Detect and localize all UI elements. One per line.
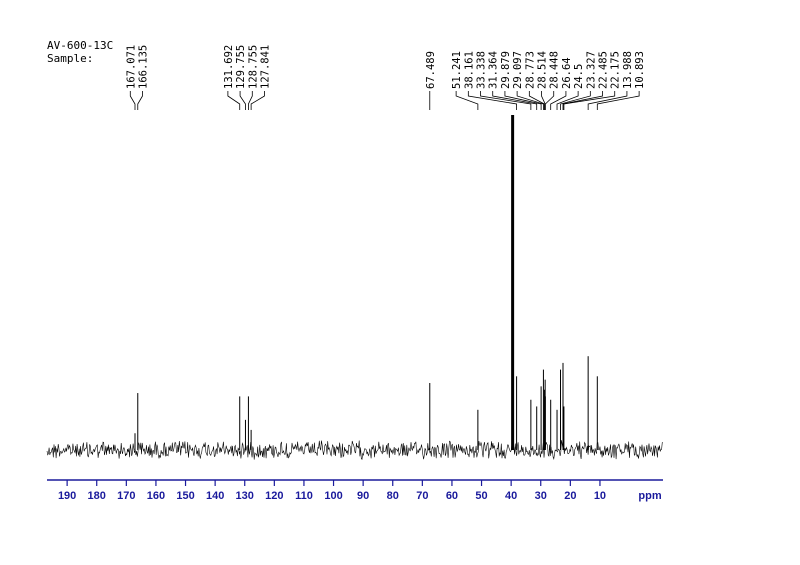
peak-label: 51.241 — [451, 51, 463, 89]
x-tick-label: 20 — [564, 490, 576, 502]
annotation: Sample: — [47, 52, 93, 65]
peak-label: 23.327 — [585, 51, 597, 89]
peak-label-leader — [556, 91, 579, 110]
x-tick-label: 60 — [446, 490, 458, 502]
peak-label: 67.489 — [425, 51, 437, 89]
peak-label: 22.175 — [610, 51, 622, 89]
peak-label: 26.64 — [561, 57, 573, 89]
peak-label: 166.135 — [137, 45, 149, 89]
peak-label: 28.514 — [537, 51, 549, 89]
peak-label: 127.841 — [259, 45, 271, 89]
x-tick-label: 30 — [535, 490, 547, 502]
peak-label-leader — [516, 91, 544, 110]
x-tick-label: 50 — [475, 490, 487, 502]
peak-label-leader — [129, 91, 136, 110]
peak-label: 29.097 — [512, 51, 524, 89]
peak-label: 38.161 — [463, 51, 475, 89]
x-tick-label: 100 — [324, 490, 342, 502]
peak-label-leader — [550, 91, 567, 110]
peak-label-leader — [587, 91, 628, 110]
x-tick-label: 70 — [416, 490, 428, 502]
peak-label-leader — [455, 91, 479, 110]
peak-label: 128.755 — [247, 45, 259, 89]
peak-label: 13.988 — [622, 51, 634, 89]
peak-label-leader — [492, 91, 538, 110]
x-axis-label: ppm — [638, 490, 661, 502]
peak-label: 131.692 — [223, 45, 235, 89]
peak-label: 24.5 — [573, 64, 585, 89]
peak-label-leader — [227, 91, 241, 110]
peak-label-leader — [137, 91, 143, 110]
peak-label: 10.893 — [634, 51, 646, 89]
x-tick-label: 170 — [117, 490, 135, 502]
peak-label-leader — [250, 91, 265, 110]
baseline-noise — [46, 440, 663, 460]
peak-label: 31.364 — [488, 51, 500, 89]
x-tick-label: 10 — [594, 490, 606, 502]
peak-label-leader — [528, 91, 545, 110]
x-tick-label: 180 — [88, 490, 106, 502]
x-tick-label: 120 — [265, 490, 283, 502]
peak-label-leader — [544, 91, 555, 110]
peak-label-leader — [563, 91, 616, 110]
annotation: AV-600-13C — [47, 39, 113, 52]
peak-label: 129.755 — [235, 45, 247, 89]
peak-label-leader — [248, 91, 253, 110]
x-tick-label: 160 — [147, 490, 165, 502]
x-tick-label: 80 — [387, 490, 399, 502]
peak-label-leader — [596, 91, 640, 110]
peak-label-leader — [562, 91, 603, 110]
x-tick-label: 110 — [295, 490, 313, 502]
peak-label: 22.485 — [598, 51, 610, 89]
peak-label-leader — [560, 91, 591, 110]
peak-label-leader — [467, 91, 517, 110]
peak-label-leader — [480, 91, 532, 110]
peak-label-leader — [239, 91, 246, 110]
peak-label: 29.879 — [500, 51, 512, 89]
peak-label: 33.338 — [476, 51, 488, 89]
peak-label: 28.773 — [524, 51, 536, 89]
x-tick-label: 90 — [357, 490, 369, 502]
x-tick-label: 40 — [505, 490, 517, 502]
x-tick-label: 150 — [176, 490, 194, 502]
peak-label: 167.071 — [125, 45, 137, 89]
x-tick-label: 190 — [58, 490, 76, 502]
x-tick-label: 130 — [236, 490, 254, 502]
peak-label: 28.448 — [549, 51, 561, 89]
x-tick-label: 140 — [206, 490, 224, 502]
peak-label-leader — [504, 91, 542, 110]
